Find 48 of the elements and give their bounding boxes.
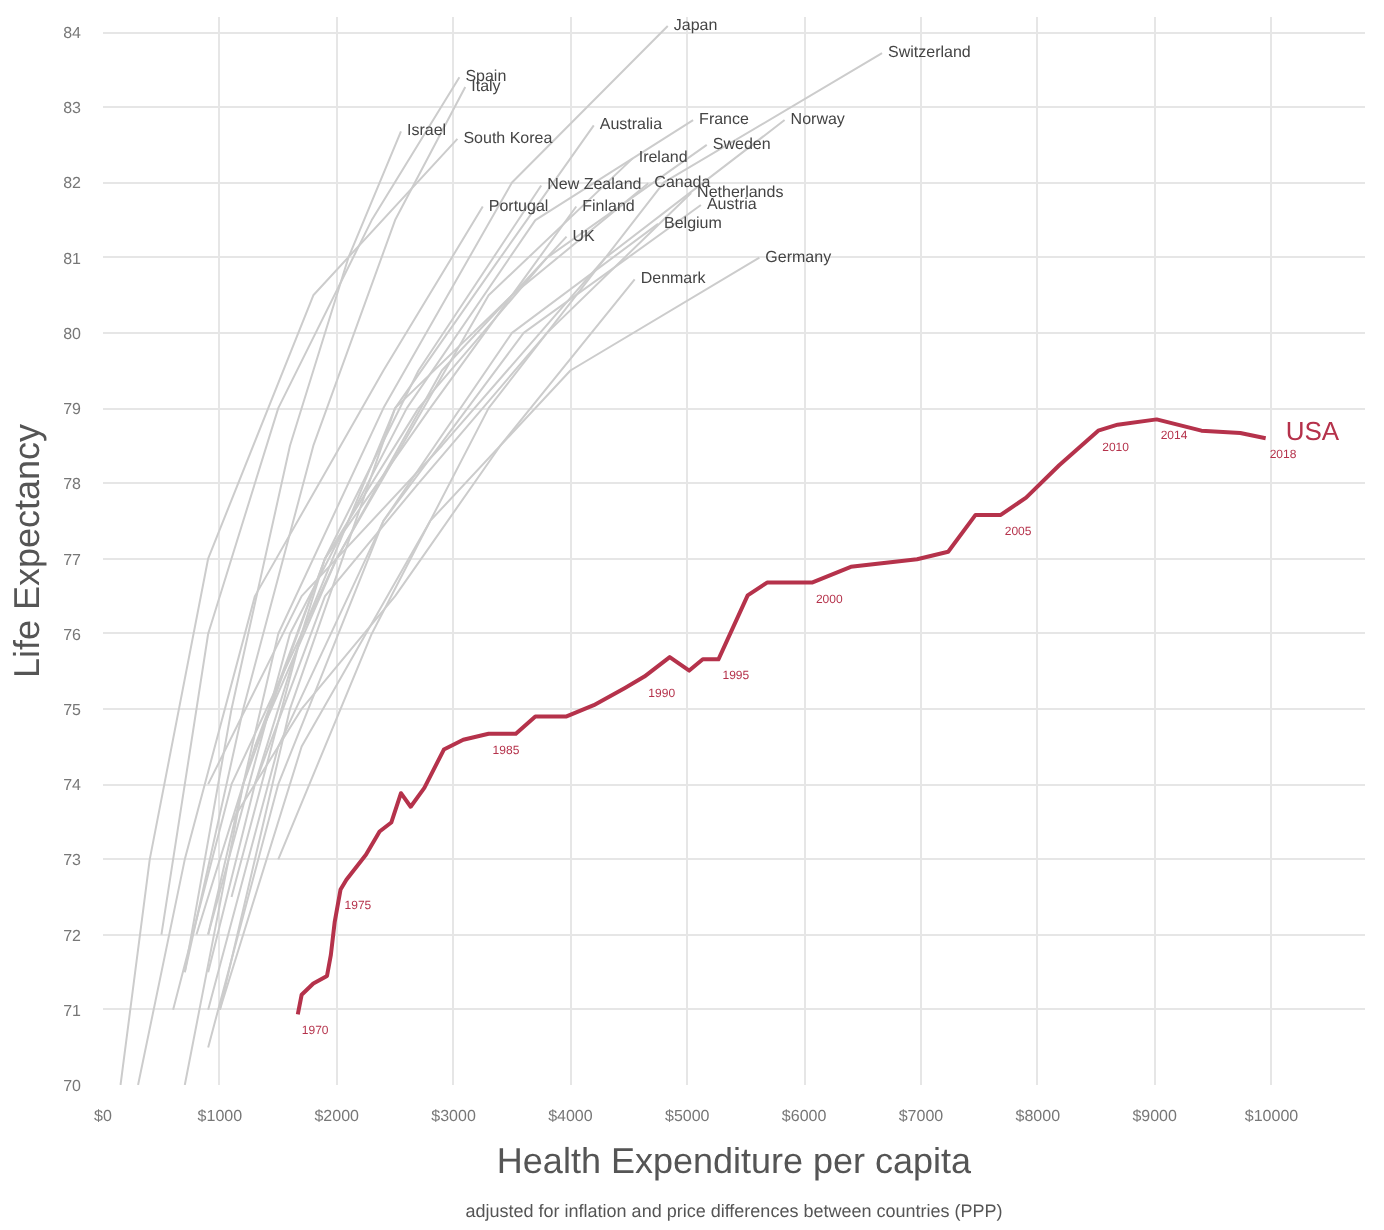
y-tick-label: 81	[63, 249, 83, 268]
series-label: Denmark	[640, 269, 708, 288]
series-label: USA	[1285, 416, 1340, 447]
series-label: Spain	[465, 67, 507, 86]
x-tick-label: $6000	[781, 1107, 828, 1125]
x-tick-label: $8000	[1015, 1107, 1062, 1125]
series-label: Switzerland	[888, 43, 971, 62]
series-label: Portugal	[488, 196, 549, 215]
y-tick-label: 73	[63, 851, 83, 870]
x-tick-label: $4000	[548, 1107, 594, 1125]
series-label: Finland	[582, 196, 635, 215]
x-tick-label: $9000	[1132, 1107, 1179, 1125]
y-tick-label: 77	[63, 550, 83, 569]
series-label: New Zealand	[547, 175, 642, 194]
x-tick-label: $2000	[314, 1107, 361, 1125]
y-tick-label: 83	[63, 99, 83, 118]
y-tick-label: 75	[63, 700, 83, 719]
series-label: Israel	[406, 121, 447, 140]
x-tick-label: $10000	[1244, 1107, 1300, 1125]
x-tick-label: $0	[94, 1107, 113, 1125]
series-label: Austria	[706, 195, 758, 214]
x-axis-title: Health Expenditure per capita	[496, 1141, 974, 1181]
series-label: Australia	[599, 115, 664, 134]
y-tick-label: 78	[63, 475, 83, 494]
series-label: Sweden	[712, 134, 771, 153]
y-tick-label: 71	[63, 1001, 83, 1020]
y-tick-label: 76	[63, 625, 83, 644]
y-axis-title: Life Expectancy	[7, 423, 48, 679]
series-label: Germany	[765, 247, 832, 266]
x-tick-label: $5000	[665, 1107, 711, 1125]
x-tick-label: $1000	[197, 1107, 244, 1125]
series-label: Japan	[673, 16, 718, 35]
text: adjusted for inflation and price differences between countries (PPP)	[465, 1201, 1003, 1221]
y-tick-label: 84	[63, 24, 83, 43]
series-label: France	[699, 110, 750, 129]
y-tick-label: 82	[63, 174, 83, 193]
series-label: Belgium	[664, 213, 723, 232]
y-tick-label: 79	[63, 400, 83, 419]
y-tick-label: 80	[63, 324, 83, 343]
x-tick-label: $3000	[431, 1107, 477, 1125]
x-tick-label: $7000	[898, 1107, 945, 1125]
series-label: UK	[572, 226, 597, 245]
y-tick-label: 74	[63, 776, 83, 795]
series-label: Norway	[790, 110, 845, 129]
series-label: South Korea	[463, 128, 554, 147]
series-label: Ireland	[638, 148, 688, 167]
y-tick-label: 72	[63, 926, 83, 945]
y-tick-label: 70	[63, 1077, 83, 1095]
